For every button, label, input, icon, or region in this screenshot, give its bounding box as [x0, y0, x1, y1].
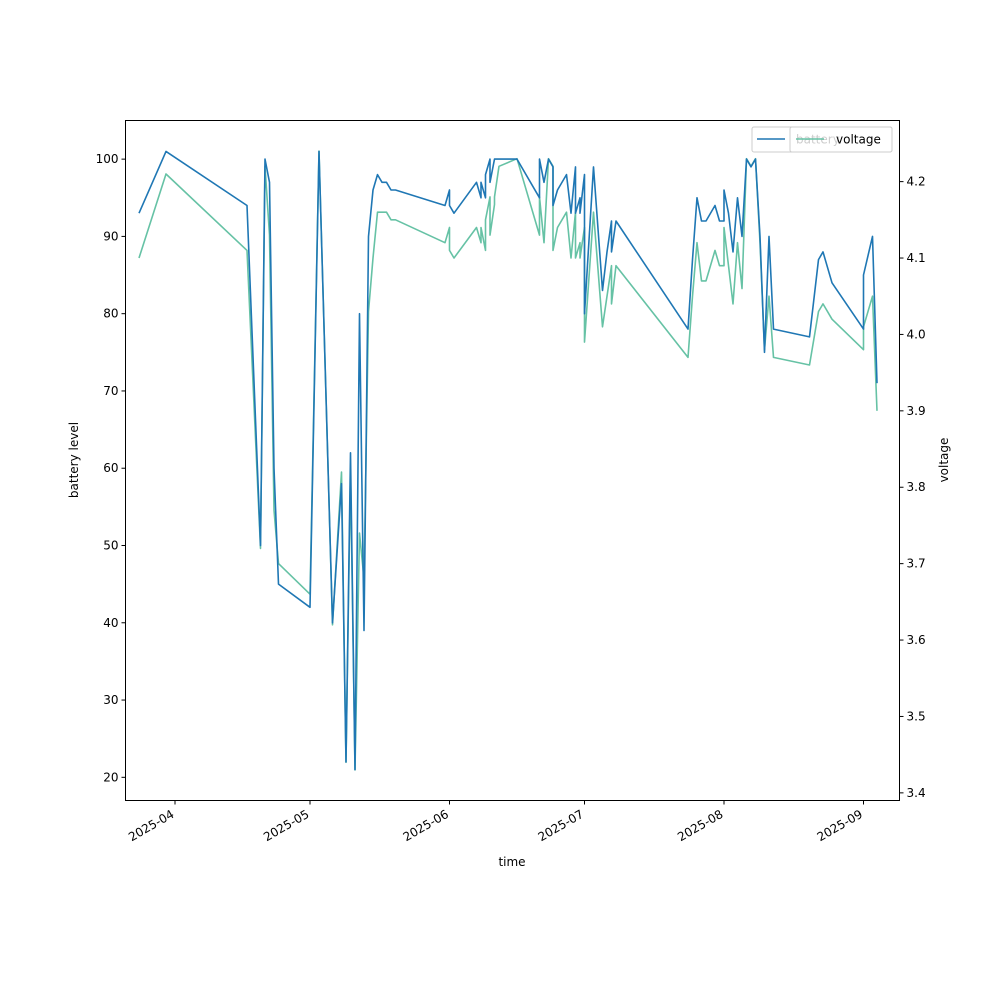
y-left-tick-label: 40 — [103, 616, 118, 630]
y-right-tick-label: 3.5 — [907, 709, 926, 723]
y-axis-left: 20 30 40 50 60 70 80 90 100 — [96, 152, 126, 784]
x-tick-label: 2025-06 — [401, 807, 451, 844]
x-tick-label: 2025-05 — [261, 807, 311, 844]
legend-right: voltage — [789, 126, 893, 153]
x-tick-label: 2025-07 — [536, 807, 586, 844]
y-right-tick-label: 3.9 — [907, 404, 926, 418]
y-left-tick-label: 80 — [103, 307, 118, 321]
y-right-tick-label: 3.8 — [907, 480, 926, 494]
x-axis: 2025-04 2025-05 2025-06 2025-07 2025-08 2025-… — [126, 800, 865, 844]
y-axis-label-right: voltage — [937, 438, 951, 483]
legend-right-box — [789, 126, 893, 153]
y-left-tick-label: 20 — [103, 770, 118, 784]
series-line-battery — [138, 150, 878, 771]
x-tick-label: 2025-08 — [675, 807, 725, 844]
plot-frame — [125, 120, 900, 801]
y-left-tick-label: 30 — [103, 693, 118, 707]
y-right-tick-label: 4.0 — [907, 327, 926, 341]
y-left-tick-label: 60 — [103, 461, 118, 475]
y-right-tick-label: 4.2 — [907, 175, 926, 189]
plot-lines — [138, 150, 878, 771]
x-axis-label: time — [498, 855, 525, 869]
y-left-tick-label: 50 — [103, 539, 118, 553]
y-left-tick-label: 90 — [103, 229, 118, 243]
y-right-tick-label: 3.7 — [907, 557, 926, 571]
x-tick-label: 2025-04 — [126, 807, 176, 844]
y-right-tick-label: 3.4 — [907, 786, 926, 800]
x-tick-label: 2025-09 — [815, 807, 865, 844]
series-line-voltage — [138, 150, 878, 771]
y-axis-right: 3.4 3.5 3.6 3.7 3.8 3.9 4.0 4.1 4.2 — [899, 175, 926, 800]
y-axis-label-left: battery level — [67, 422, 81, 498]
y-right-tick-label: 4.1 — [907, 251, 926, 265]
legend-right-label: voltage — [836, 133, 881, 147]
y-left-tick-label: 100 — [96, 152, 119, 166]
y-right-tick-label: 3.6 — [907, 633, 926, 647]
y-left-tick-label: 70 — [103, 384, 118, 398]
